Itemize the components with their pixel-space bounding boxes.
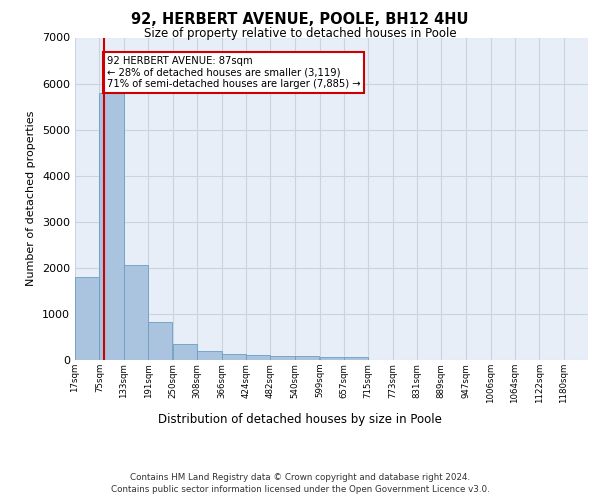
- Bar: [197, 351, 221, 360]
- Text: 92 HERBERT AVENUE: 87sqm
← 28% of detached houses are smaller (3,119)
71% of sem: 92 HERBERT AVENUE: 87sqm ← 28% of detach…: [107, 56, 360, 89]
- Bar: [295, 356, 319, 360]
- Bar: [100, 93, 124, 360]
- Text: 92, HERBERT AVENUE, POOLE, BH12 4HU: 92, HERBERT AVENUE, POOLE, BH12 4HU: [131, 12, 469, 28]
- Bar: [221, 354, 246, 360]
- Bar: [148, 322, 172, 360]
- Y-axis label: Number of detached properties: Number of detached properties: [26, 111, 37, 286]
- Text: Contains HM Land Registry data © Crown copyright and database right 2024.: Contains HM Land Registry data © Crown c…: [130, 472, 470, 482]
- Bar: [344, 357, 368, 360]
- Bar: [271, 356, 295, 360]
- Text: Contains public sector information licensed under the Open Government Licence v3: Contains public sector information licen…: [110, 485, 490, 494]
- Text: Distribution of detached houses by size in Poole: Distribution of detached houses by size …: [158, 412, 442, 426]
- Text: Size of property relative to detached houses in Poole: Size of property relative to detached ho…: [143, 28, 457, 40]
- Bar: [75, 277, 100, 360]
- Bar: [124, 265, 148, 360]
- Bar: [320, 356, 344, 360]
- Bar: [173, 344, 197, 360]
- Bar: [246, 355, 271, 360]
